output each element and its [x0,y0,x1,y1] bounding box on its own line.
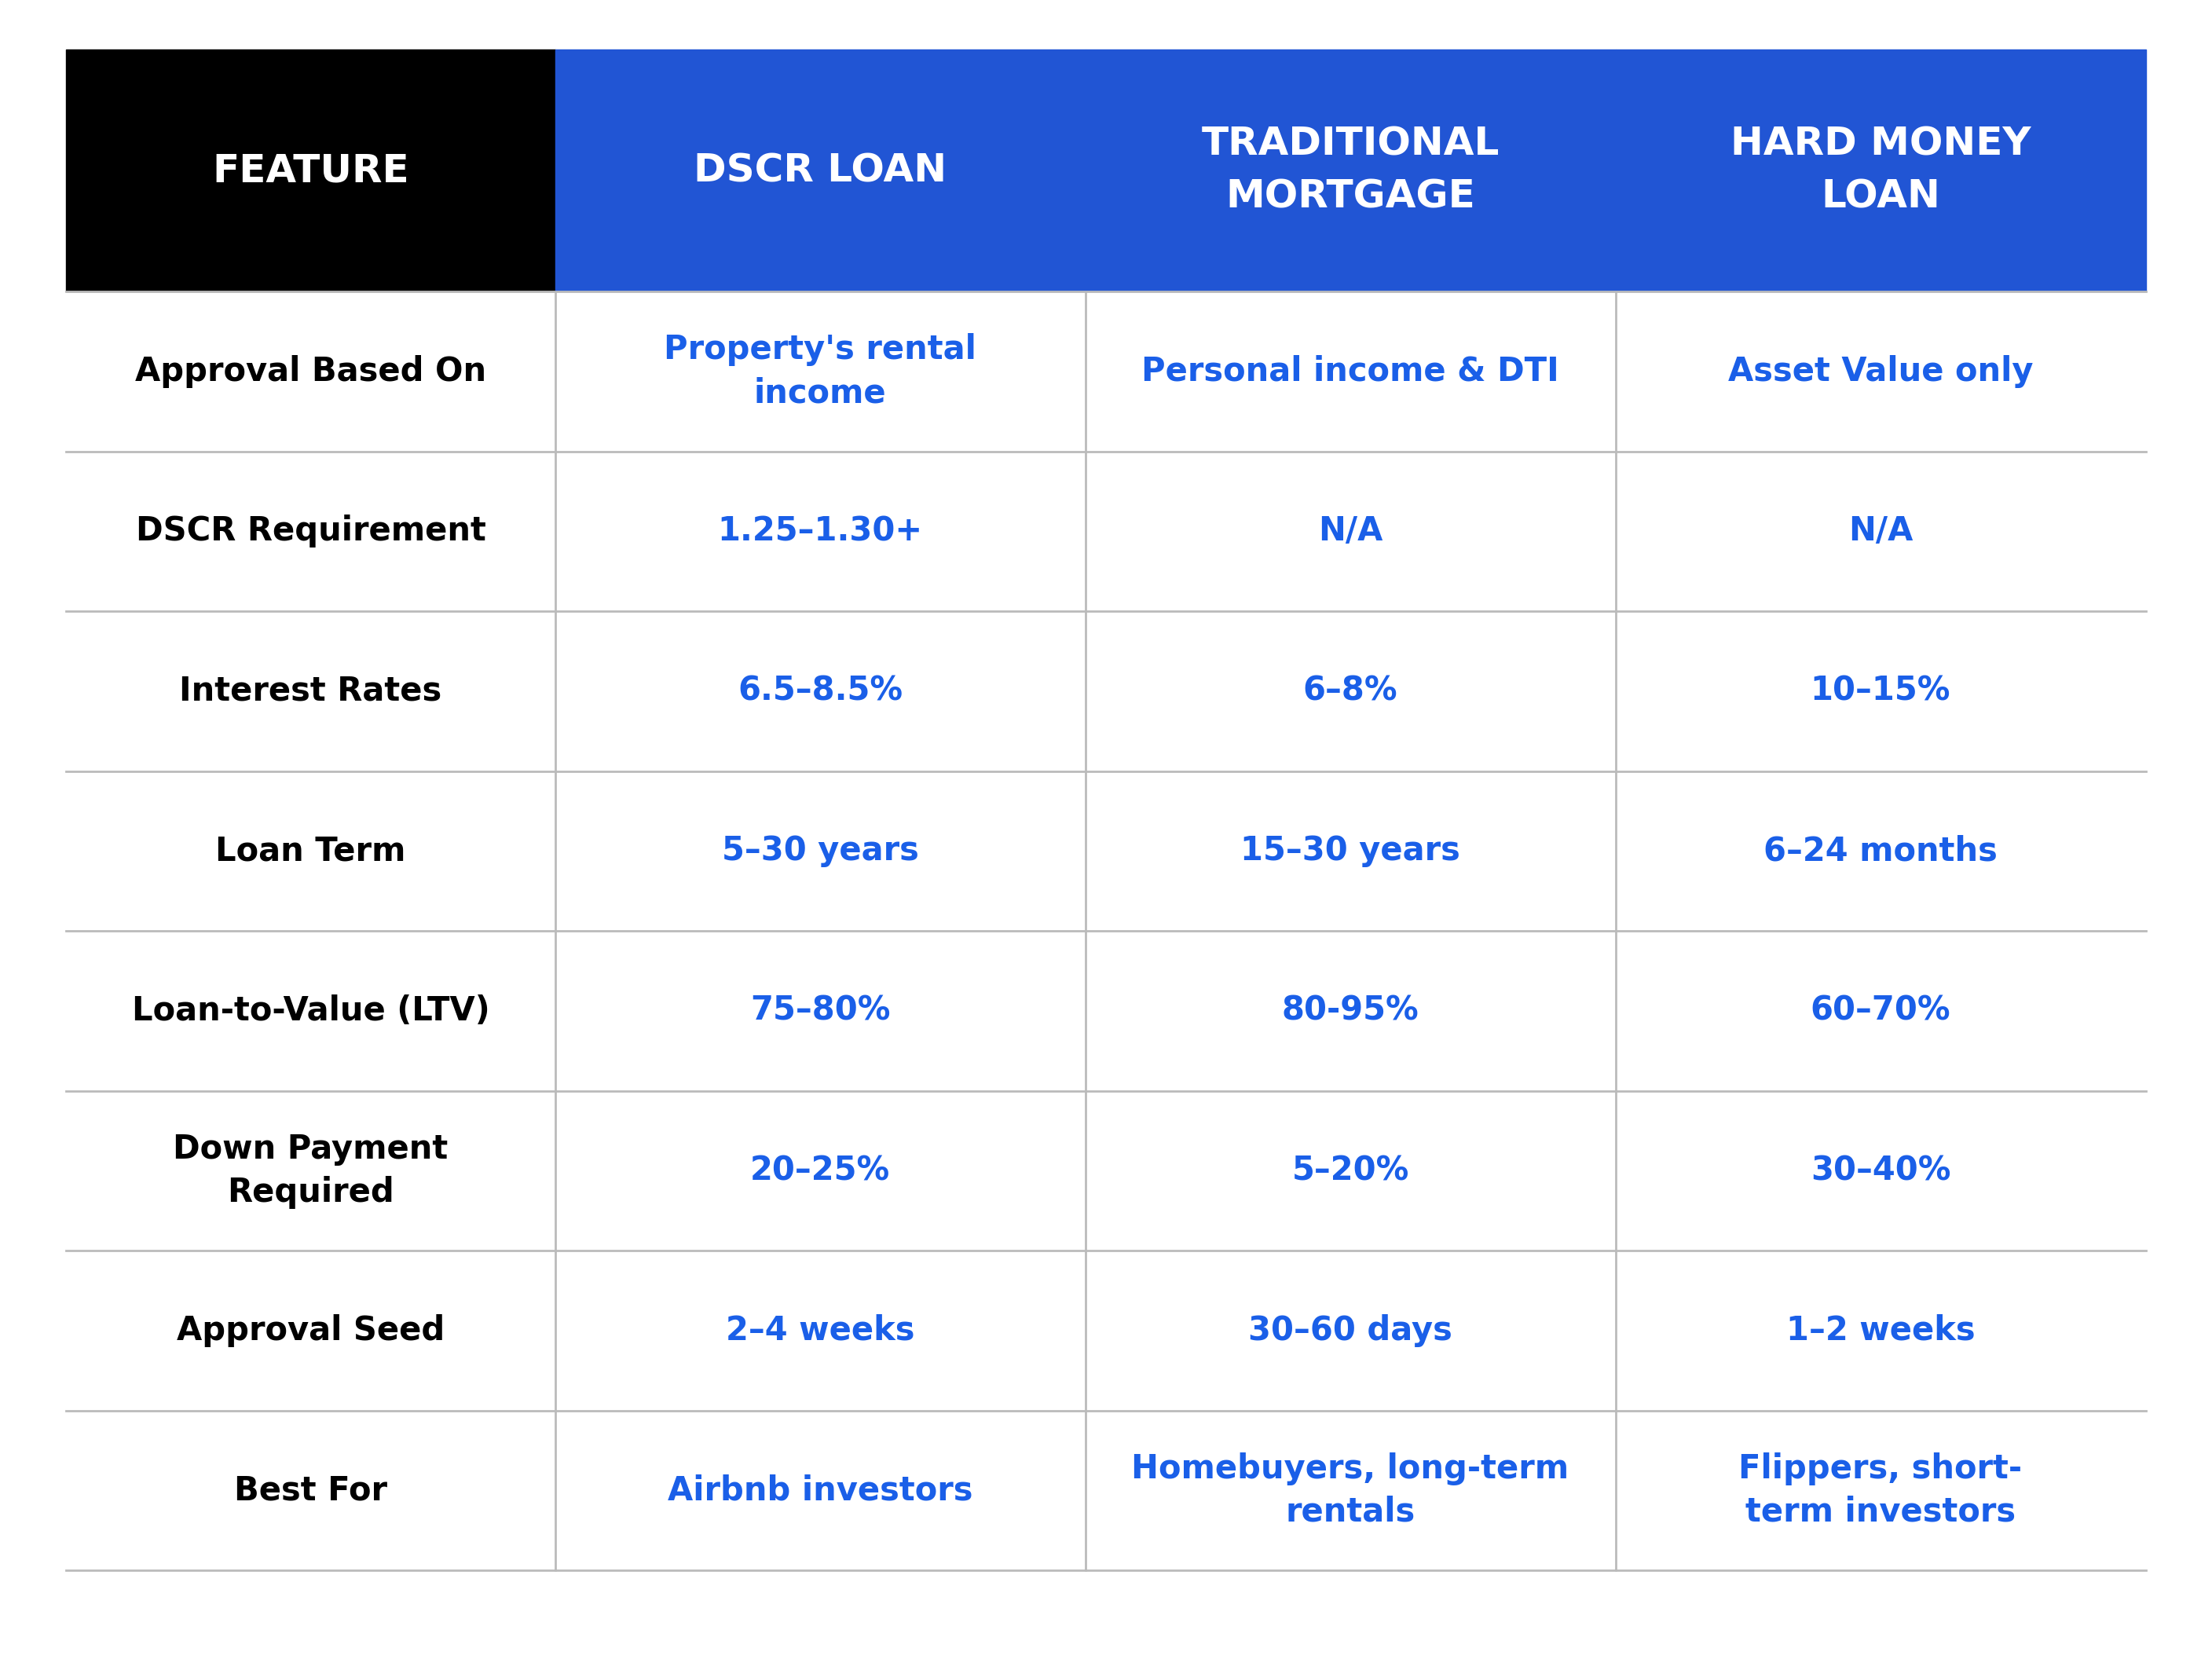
Text: 60–70%: 60–70% [1809,994,1951,1027]
Text: Asset Value only: Asset Value only [1728,355,2033,388]
Text: TRADITIONAL
MORTGAGE: TRADITIONAL MORTGAGE [1201,126,1500,216]
Text: 80-95%: 80-95% [1281,994,1418,1027]
Text: Homebuyers, long-term
rentals: Homebuyers, long-term rentals [1133,1452,1568,1528]
Text: N/A: N/A [1318,514,1382,547]
Text: 75–80%: 75–80% [750,994,889,1027]
Text: Approval Based On: Approval Based On [135,355,487,388]
Text: 1.25–1.30+: 1.25–1.30+ [717,514,922,547]
Text: 10–15%: 10–15% [1809,675,1951,708]
Text: 1–2 weeks: 1–2 weeks [1785,1314,1975,1347]
Text: 30–60 days: 30–60 days [1248,1314,1453,1347]
Text: 6–8%: 6–8% [1303,675,1398,708]
Text: 6–24 months: 6–24 months [1763,834,1997,868]
Text: Flippers, short-
term investors: Flippers, short- term investors [1739,1452,2022,1528]
Text: Loan Term: Loan Term [215,834,405,868]
Text: N/A: N/A [1849,514,1913,547]
Text: Airbnb investors: Airbnb investors [668,1473,973,1506]
Text: 6.5–8.5%: 6.5–8.5% [737,675,902,708]
Text: 20–25%: 20–25% [750,1155,889,1188]
Text: DSCR Requirement: DSCR Requirement [135,514,487,547]
Text: Approval Seed: Approval Seed [177,1314,445,1347]
Text: HARD MONEY
LOAN: HARD MONEY LOAN [1730,126,2031,216]
Text: Property's rental
income: Property's rental income [664,333,975,410]
Bar [1086,50,1615,292]
Text: FEATURE: FEATURE [212,151,409,189]
Text: 2–4 weeks: 2–4 weeks [726,1314,914,1347]
Bar [1615,50,2146,292]
Text: 5–20%: 5–20% [1292,1155,1409,1188]
Text: 5–30 years: 5–30 years [721,834,918,868]
Text: Down Payment
Required: Down Payment Required [173,1133,449,1209]
Text: Personal income & DTI: Personal income & DTI [1141,355,1559,388]
Text: 30–40%: 30–40% [1809,1155,1951,1188]
Text: 15–30 years: 15–30 years [1241,834,1460,868]
Text: Interest Rates: Interest Rates [179,675,442,708]
Text: Loan-to-Value (LTV): Loan-to-Value (LTV) [133,994,489,1027]
Bar [555,50,1086,292]
Text: Best For: Best For [234,1473,387,1506]
Text: DSCR LOAN: DSCR LOAN [695,151,947,189]
Bar [66,50,555,292]
